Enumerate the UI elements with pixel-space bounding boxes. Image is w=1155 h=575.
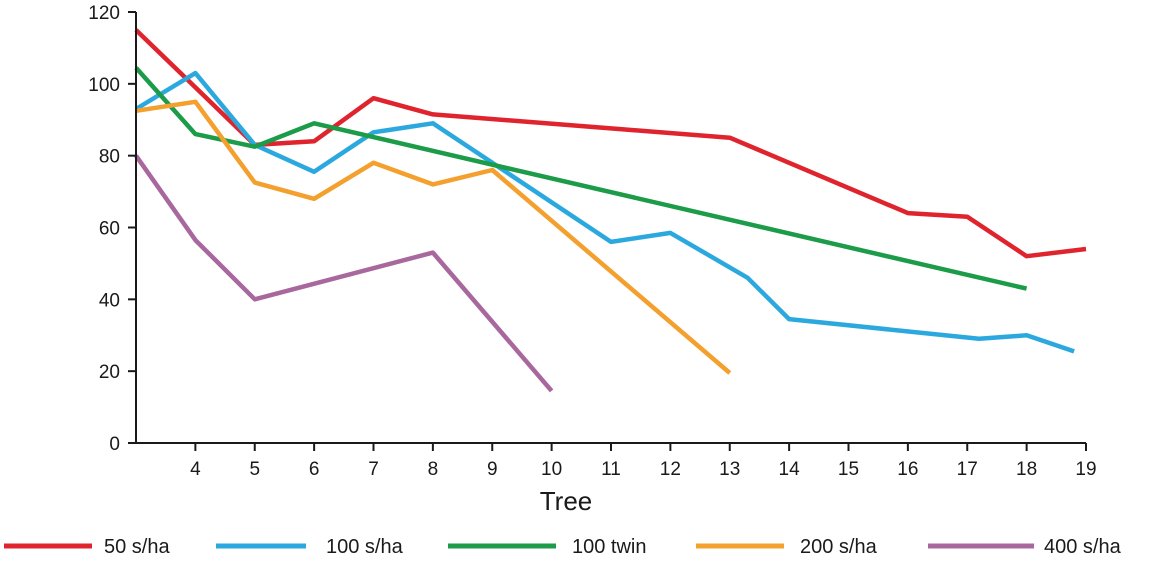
x-tick-label: 9: [487, 459, 498, 480]
x-tick-label: 17: [957, 459, 978, 480]
series-layer: [134, 28, 1087, 393]
legend-label-4: 200 s/ha: [800, 536, 878, 558]
x-tick-label: 8: [428, 459, 439, 480]
x-tick-label: 14: [779, 459, 801, 480]
x-tick-label: 6: [309, 459, 320, 480]
series-line-2: [134, 70, 1075, 354]
x-tick-label: 19: [1075, 459, 1096, 480]
x-axis-title: Tree: [540, 486, 593, 516]
x-tick-label: 4: [190, 459, 201, 480]
ticks-layer: 0 20 40 60 80 100 120 4 5 6 7 8 9 10 11 12 13 14 15 16 17 18 1…: [88, 3, 1096, 480]
x-tick-label: 10: [541, 459, 562, 480]
series-line-3: [134, 66, 1028, 291]
axes-layer: [135, 12, 1086, 444]
legend-label-1: 50 s/ha: [104, 536, 170, 558]
y-tick-label: 120: [88, 3, 120, 24]
x-tick-label: 18: [1016, 459, 1037, 480]
x-tick-label: 5: [249, 459, 260, 480]
x-tick-label: 12: [660, 459, 681, 480]
y-tick-label: 80: [99, 147, 120, 168]
legend: 50 s/ha 100 s/ha 100 twin 200 s/ha 400 s/ha: [4, 536, 1122, 558]
x-tick-label: 11: [601, 459, 621, 480]
series-line-5: [134, 154, 554, 393]
series-line-4: [135, 99, 732, 375]
y-tick-label: 0: [109, 434, 120, 455]
x-tick-label: 16: [897, 459, 918, 480]
y-tick-label: 60: [99, 219, 120, 240]
legend-label-5: 400 s/ha: [1044, 536, 1122, 558]
x-tick-label: 13: [719, 459, 740, 480]
x-tick-label: 15: [838, 459, 859, 480]
legend-label-2: 100 s/ha: [326, 536, 404, 558]
series-line-1: [134, 28, 1087, 259]
y-tick-label: 20: [99, 362, 120, 383]
y-tick-label: 100: [88, 75, 120, 96]
legend-label-3: 100 twin: [572, 536, 647, 558]
x-tick-label: 7: [368, 459, 379, 480]
y-tick-label: 40: [99, 290, 120, 311]
